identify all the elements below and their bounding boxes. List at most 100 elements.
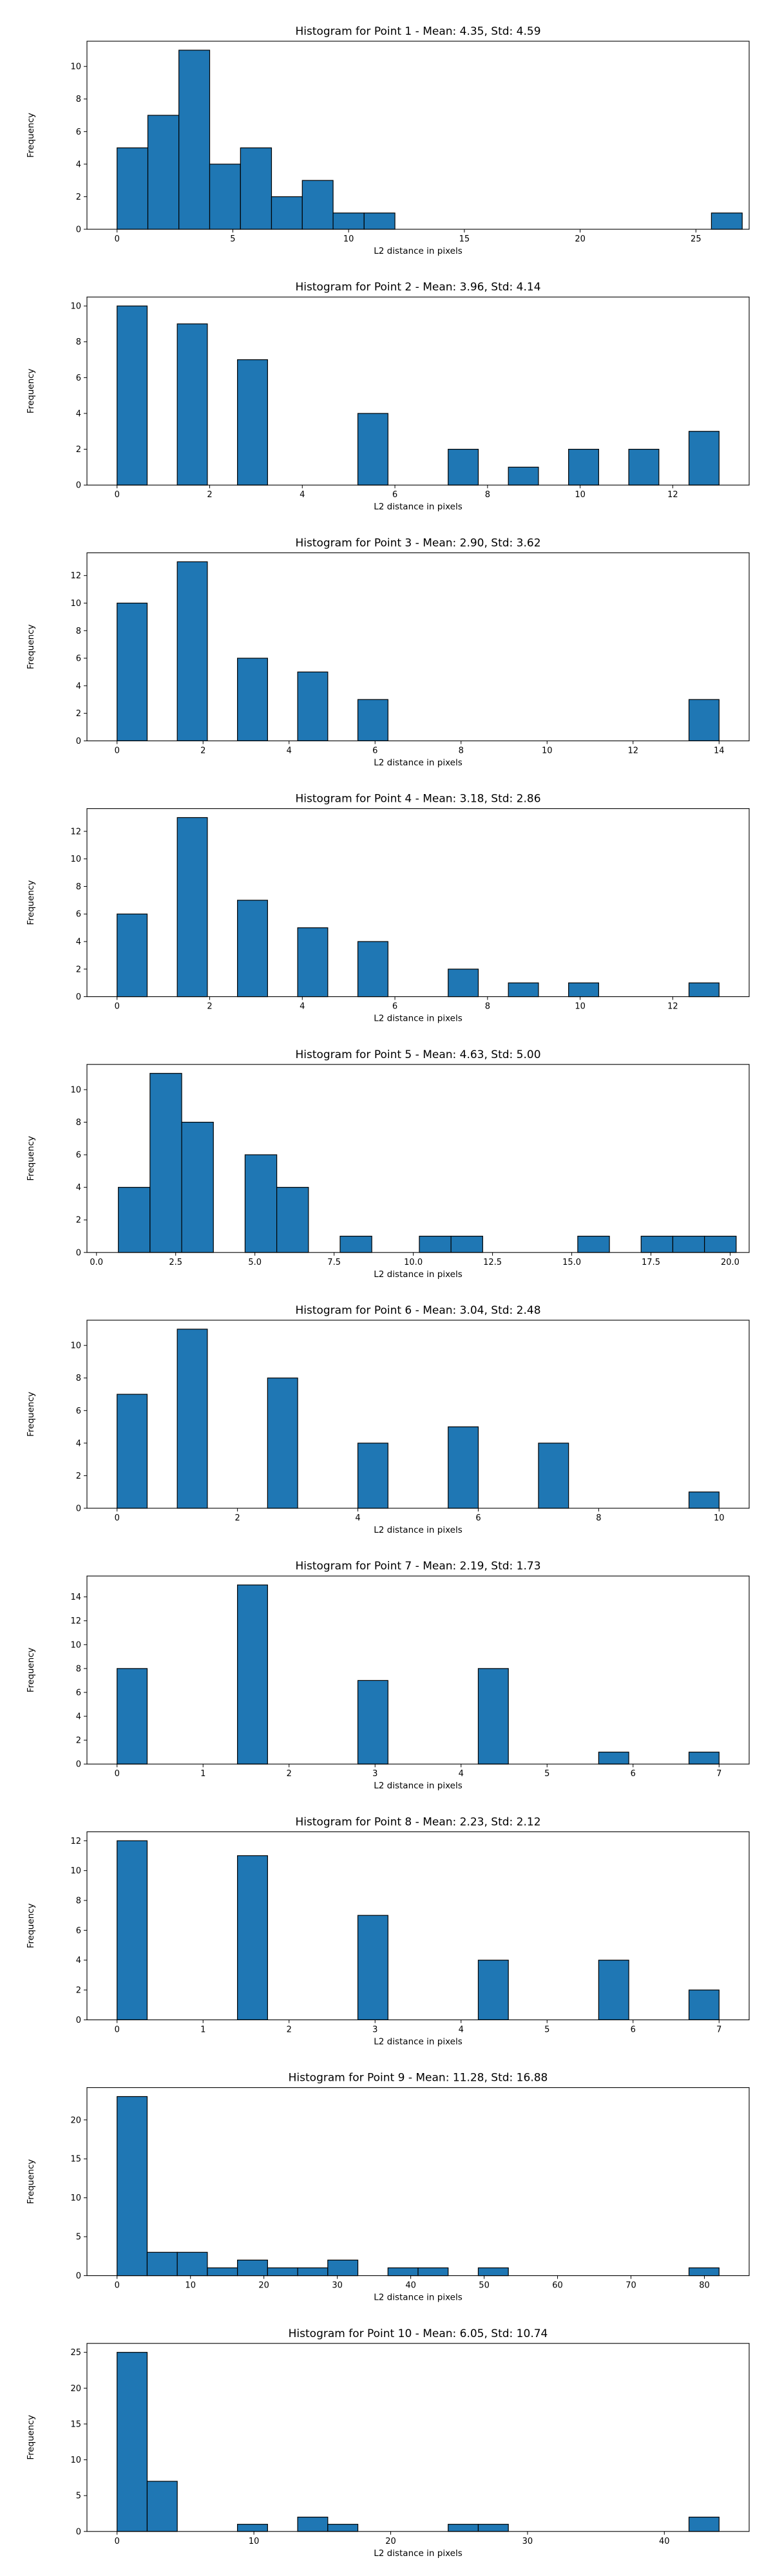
- y-tick-label: 20: [70, 2384, 81, 2394]
- x-tick-label: 0: [115, 746, 120, 755]
- histogram-bar: [363, 213, 396, 230]
- x-tick-label: 12: [627, 746, 638, 755]
- y-axis-label: Frequency: [26, 1647, 36, 1692]
- y-axis-label: Frequency: [26, 368, 36, 413]
- y-tick-label: 12: [70, 1837, 81, 1846]
- x-tick-label: 0.0: [90, 1258, 103, 1267]
- axes-frame: [86, 552, 750, 741]
- x-tick-label: 3: [372, 1769, 377, 1779]
- histogram-panel-3: 0 2 4 6 8 10 12 14 0 2 4 6 8 10 12 Histogram for Point …: [26, 536, 750, 768]
- histogram-bar: [327, 2524, 359, 2532]
- histogram-bar: [207, 2267, 238, 2277]
- histogram-bar: [209, 164, 241, 230]
- histogram-bar: [267, 1378, 298, 1509]
- x-axis-label: L2 distance in pixels: [374, 246, 462, 256]
- x-tick-label: 2: [287, 1769, 292, 1779]
- x-tick-label: 80: [699, 2281, 710, 2291]
- histogram-bar: [117, 305, 148, 486]
- x-tick-label: 6: [392, 490, 397, 500]
- y-tick-label: 12: [70, 827, 81, 837]
- chart-title: Histogram for Point 6 - Mean: 3.04, Std:…: [295, 1304, 540, 1317]
- x-tick-label: 50: [479, 2281, 490, 2291]
- y-tick-label: 6: [76, 910, 81, 920]
- axes-frame: [86, 41, 750, 230]
- histogram-bar: [332, 213, 365, 230]
- x-tick-label: 10: [542, 746, 553, 755]
- y-tick-label: 6: [76, 374, 81, 383]
- y-tick-label: 10: [70, 1341, 81, 1351]
- x-axis-label: L2 distance in pixels: [374, 1781, 462, 1791]
- x-tick-label: 0: [115, 1769, 120, 1779]
- histogram-bar: [237, 658, 268, 741]
- y-axis-label: Frequency: [26, 1136, 36, 1181]
- y-tick-label: 2: [76, 193, 81, 202]
- y-tick-label: 0: [76, 2271, 81, 2281]
- histogram-bar: [688, 699, 720, 741]
- axes-frame: [86, 1064, 750, 1253]
- y-tick-label: 10: [70, 62, 81, 72]
- x-axis-label: L2 distance in pixels: [374, 2036, 462, 2047]
- histogram-bar: [357, 1443, 388, 1509]
- y-axis-label: Frequency: [26, 1904, 36, 1949]
- chart-title: Histogram for Point 5 - Mean: 4.63, Std:…: [295, 1048, 540, 1061]
- histogram-bar: [387, 2267, 419, 2277]
- x-tick-label: 4: [287, 746, 292, 755]
- histogram-bar: [688, 2267, 720, 2277]
- histogram-bar: [417, 2267, 449, 2277]
- y-tick-label: 12: [70, 1616, 81, 1626]
- x-tick-label: 1: [200, 1769, 205, 1779]
- histogram-bar: [117, 1394, 148, 1509]
- x-tick-label: 20: [258, 2281, 269, 2291]
- histogram-bar: [711, 213, 743, 230]
- y-tick-label: 0: [76, 225, 81, 235]
- x-tick-label: 6: [631, 2025, 636, 2034]
- y-tick-label: 2: [76, 445, 81, 455]
- y-tick-label: 12: [70, 571, 81, 581]
- x-tick-label: 14: [714, 746, 725, 755]
- histogram-bar: [477, 1668, 509, 1765]
- x-tick-label: 15.0: [562, 1258, 581, 1267]
- x-tick-label: 20: [575, 234, 586, 244]
- histogram-bar: [237, 1584, 268, 1765]
- x-tick-label: 4: [459, 1769, 464, 1779]
- x-tick-label: 2: [207, 490, 212, 500]
- histogram-bar: [628, 448, 660, 486]
- y-tick-label: 6: [76, 1151, 81, 1160]
- x-tick-label: 6: [475, 1513, 481, 1523]
- y-axis-label: Frequency: [26, 2415, 36, 2460]
- histogram-bar: [357, 413, 388, 486]
- histogram-bar: [477, 2267, 509, 2277]
- histogram-bar: [357, 941, 388, 998]
- x-tick-label: 10: [185, 2281, 196, 2291]
- x-tick-label: 0: [115, 2281, 120, 2291]
- x-tick-label: 2: [287, 2025, 292, 2034]
- axes-frame: [86, 2343, 750, 2532]
- y-tick-label: 14: [70, 1593, 81, 1602]
- histogram-bar: [688, 982, 720, 998]
- x-axis-label: L2 distance in pixels: [374, 1014, 462, 1024]
- histogram-bar: [149, 1073, 182, 1253]
- y-tick-label: 2: [76, 965, 81, 974]
- histogram-bar: [477, 2524, 509, 2532]
- histogram-bar: [117, 1668, 148, 1765]
- histogram-bar: [448, 969, 479, 998]
- x-tick-label: 0: [115, 2537, 120, 2546]
- axes-frame: [86, 1575, 750, 1765]
- y-axis-label: Frequency: [26, 880, 36, 925]
- x-tick-label: 6: [372, 746, 377, 755]
- x-tick-label: 5: [544, 2025, 549, 2034]
- x-tick-label: 7.5: [327, 1258, 341, 1267]
- histogram-bar: [237, 359, 268, 486]
- x-tick-label: 10.0: [404, 1258, 423, 1267]
- axes-frame: [86, 808, 750, 998]
- histogram-bar: [117, 1840, 148, 2021]
- histogram-bar: [672, 1235, 705, 1253]
- histogram-bar: [297, 2516, 329, 2532]
- x-tick-label: 6: [631, 1769, 636, 1779]
- histogram-bar: [339, 1235, 372, 1253]
- y-axis-label: Frequency: [26, 2159, 36, 2204]
- histogram-bar: [327, 2259, 359, 2277]
